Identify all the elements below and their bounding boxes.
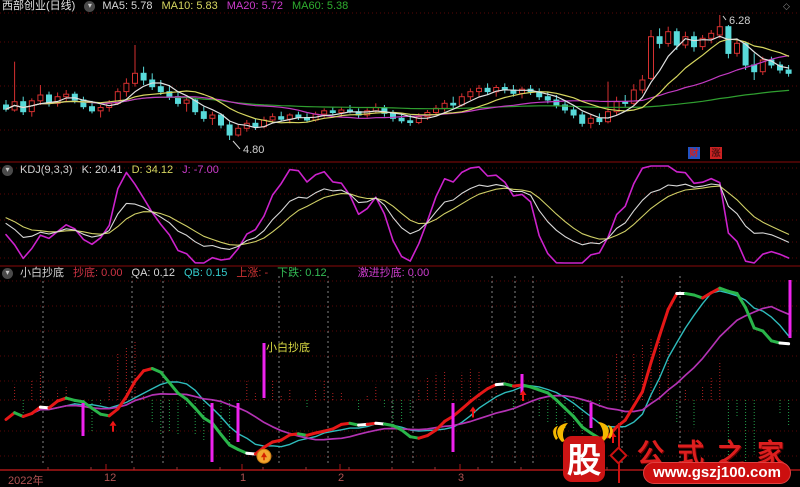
- indicator-value-label: QB: 0.15: [183, 267, 228, 279]
- main-panel-header: 西部创业(日线) ▾ MA5: 5.78 MA10: 5.83 MA20: 5.72 MA…: [2, 0, 357, 13]
- axis-label: 1: [240, 472, 247, 484]
- indicator-value-label: D: 34.12: [131, 164, 174, 176]
- indicator-value-label: QA: 0.12: [131, 267, 175, 279]
- indicator-value-label: 抄底: 0.00: [73, 267, 123, 279]
- corner-diamond-icon[interactable]: ◇: [783, 1, 790, 11]
- kdj-panel-header: ▾ KDJ(9,3,3) K: 20.41 D: 34.12 J: -7.00: [2, 164, 228, 177]
- indicator-value-label: MA20: 5.72: [226, 0, 283, 12]
- indicator-value-label: K: 20.41: [81, 164, 123, 176]
- axis-label: 2: [338, 472, 345, 484]
- svg-text:小白抄底: 小白抄底: [266, 340, 310, 354]
- event-badge[interactable]: 财: [688, 147, 700, 159]
- svg-text:6.28: 6.28: [729, 15, 750, 27]
- axis-label: 3: [458, 472, 465, 484]
- svg-text:4.80: 4.80: [243, 144, 264, 156]
- indicator-value-label: 西部创业(日线): [2, 0, 76, 12]
- watermark: 股 公式之家 www.gszj100.com: [540, 420, 796, 486]
- watermark-url: www.gszj100.com: [643, 462, 791, 484]
- indicator-value-label: J: -7.00: [182, 164, 219, 176]
- indicator-value-label: 小白抄底: [20, 267, 64, 279]
- collapse-chevron-icon[interactable]: ▾: [2, 165, 13, 176]
- indicator-value-label: 下跌: 0.12: [277, 267, 327, 279]
- bull-logo: 股: [553, 422, 613, 482]
- collapse-chevron-icon[interactable]: ▾: [2, 268, 13, 279]
- collapse-chevron-icon[interactable]: ▾: [84, 1, 96, 12]
- indicator-value-label: KDJ(9,3,3): [20, 164, 73, 176]
- indicator-value-label: MA60: 5.38: [292, 0, 349, 12]
- axis-label: 12: [104, 472, 117, 484]
- indicator-value-label: MA5: 5.78: [102, 0, 153, 12]
- indicator-value-label: 上涨: -: [236, 267, 269, 279]
- indicator-value-label: 激进抄底: 0.00: [357, 267, 430, 279]
- event-badge[interactable]: 涨: [710, 147, 722, 159]
- indicator-value-label: MA10: 5.83: [161, 0, 218, 12]
- axis-label: 2022年: [8, 475, 44, 487]
- custom-indicator-header: ▾ 小白抄底 抄底: 0.00 QA: 0.12 QB: 0.15 上涨: - 下跌: 0.…: [2, 267, 438, 280]
- logo-char: 股: [567, 442, 601, 480]
